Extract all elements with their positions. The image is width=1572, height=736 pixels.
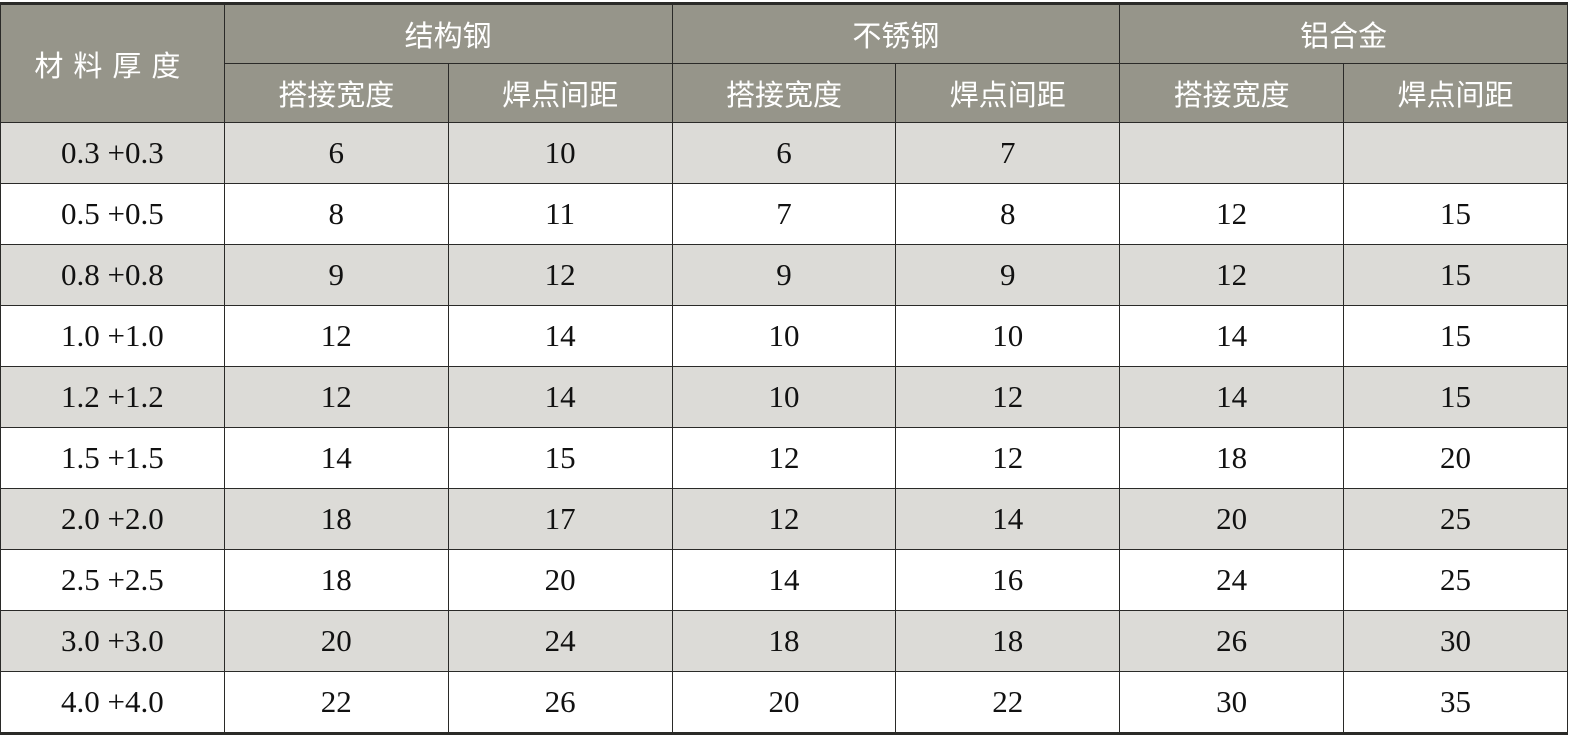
cell-value: 15 <box>1343 183 1568 245</box>
cell-value: 8 <box>223 183 449 245</box>
cell-value: 12 <box>447 244 673 306</box>
cell-thickness: 1.2 +1.2 <box>0 366 225 428</box>
cell-value: 20 <box>1343 427 1568 489</box>
cell-value <box>1343 122 1568 184</box>
cell-value: 14 <box>223 427 449 489</box>
cell-value: 14 <box>447 305 673 367</box>
cell-value: 14 <box>671 549 897 611</box>
cell-value: 26 <box>447 671 673 734</box>
table-row: 1.5 +1.5 14 15 12 12 18 20 <box>0 427 1568 489</box>
cell-value: 20 <box>671 671 897 734</box>
cell-value: 25 <box>1343 549 1568 611</box>
cell-value: 12 <box>223 305 449 367</box>
cell-value: 26 <box>1119 610 1345 672</box>
cell-value: 30 <box>1343 610 1568 672</box>
header-material-thickness: 材料厚度 <box>0 3 225 123</box>
cell-value: 12 <box>1119 183 1345 245</box>
cell-value: 7 <box>671 183 897 245</box>
cell-value: 18 <box>223 549 449 611</box>
header-spot-spacing: 焊点间距 <box>447 63 673 123</box>
header-spot-spacing: 焊点间距 <box>1343 63 1568 123</box>
table-row: 0.8 +0.8 9 12 9 9 12 15 <box>0 244 1568 306</box>
cell-value: 9 <box>671 244 897 306</box>
cell-value: 12 <box>1119 244 1345 306</box>
cell-thickness: 1.0 +1.0 <box>0 305 225 367</box>
cell-value: 24 <box>447 610 673 672</box>
cell-value: 35 <box>1343 671 1568 734</box>
cell-thickness: 2.0 +2.0 <box>0 488 225 550</box>
table-body: 0.3 +0.3 6 10 6 7 0.5 +0.5 8 11 7 8 12 15 0.8 +0.8 9 1… <box>0 122 1568 734</box>
cell-value: 18 <box>1119 427 1345 489</box>
header-lap-width: 搭接宽度 <box>1119 63 1345 123</box>
cell-value: 11 <box>447 183 673 245</box>
cell-value: 22 <box>895 671 1121 734</box>
cell-value: 17 <box>447 488 673 550</box>
table-row: 0.5 +0.5 8 11 7 8 12 15 <box>0 183 1568 245</box>
cell-value: 12 <box>671 488 897 550</box>
cell-value: 12 <box>895 366 1121 428</box>
cell-value: 18 <box>223 488 449 550</box>
cell-value: 7 <box>895 122 1121 184</box>
header-group-stainless-steel: 不锈钢 <box>671 3 1121 64</box>
cell-value: 10 <box>671 305 897 367</box>
cell-value: 20 <box>223 610 449 672</box>
cell-value: 15 <box>447 427 673 489</box>
table-row: 2.0 +2.0 18 17 12 14 20 25 <box>0 488 1568 550</box>
cell-value: 12 <box>223 366 449 428</box>
table-row: 1.0 +1.0 12 14 10 10 14 15 <box>0 305 1568 367</box>
table-row: 0.3 +0.3 6 10 6 7 <box>0 122 1568 184</box>
cell-value: 6 <box>223 122 449 184</box>
header-lap-width: 搭接宽度 <box>223 63 449 123</box>
cell-value: 10 <box>671 366 897 428</box>
header-lap-width: 搭接宽度 <box>671 63 897 123</box>
cell-value: 14 <box>447 366 673 428</box>
cell-thickness: 4.0 +4.0 <box>0 671 225 734</box>
cell-value: 15 <box>1343 244 1568 306</box>
cell-value: 22 <box>223 671 449 734</box>
table-row: 2.5 +2.5 18 20 14 16 24 25 <box>0 549 1568 611</box>
header-group-aluminum-alloy: 铝合金 <box>1119 3 1568 64</box>
cell-value: 10 <box>447 122 673 184</box>
cell-value: 20 <box>447 549 673 611</box>
cell-value: 12 <box>671 427 897 489</box>
cell-value: 30 <box>1119 671 1345 734</box>
cell-value: 6 <box>671 122 897 184</box>
cell-value: 9 <box>895 244 1121 306</box>
cell-value: 25 <box>1343 488 1568 550</box>
cell-value: 16 <box>895 549 1121 611</box>
cell-value: 12 <box>895 427 1121 489</box>
cell-value: 15 <box>1343 305 1568 367</box>
cell-value: 14 <box>1119 305 1345 367</box>
cell-thickness: 1.5 +1.5 <box>0 427 225 489</box>
cell-thickness: 0.8 +0.8 <box>0 244 225 306</box>
cell-value: 15 <box>1343 366 1568 428</box>
header-group-structural-steel: 结构钢 <box>223 3 673 64</box>
cell-value: 20 <box>1119 488 1345 550</box>
cell-value: 18 <box>895 610 1121 672</box>
cell-value: 24 <box>1119 549 1345 611</box>
cell-thickness: 0.5 +0.5 <box>0 183 225 245</box>
cell-value: 8 <box>895 183 1121 245</box>
cell-value: 9 <box>223 244 449 306</box>
cell-value: 18 <box>671 610 897 672</box>
cell-value: 14 <box>895 488 1121 550</box>
table-row: 1.2 +1.2 12 14 10 12 14 15 <box>0 366 1568 428</box>
header-spot-spacing: 焊点间距 <box>895 63 1121 123</box>
cell-thickness: 3.0 +3.0 <box>0 610 225 672</box>
cell-thickness: 2.5 +2.5 <box>0 549 225 611</box>
cell-value <box>1119 122 1345 184</box>
cell-thickness: 0.3 +0.3 <box>0 122 225 184</box>
table-row: 3.0 +3.0 20 24 18 18 26 30 <box>0 610 1568 672</box>
table-row: 4.0 +4.0 22 26 20 22 30 35 <box>0 671 1568 734</box>
cell-value: 10 <box>895 305 1121 367</box>
cell-value: 14 <box>1119 366 1345 428</box>
